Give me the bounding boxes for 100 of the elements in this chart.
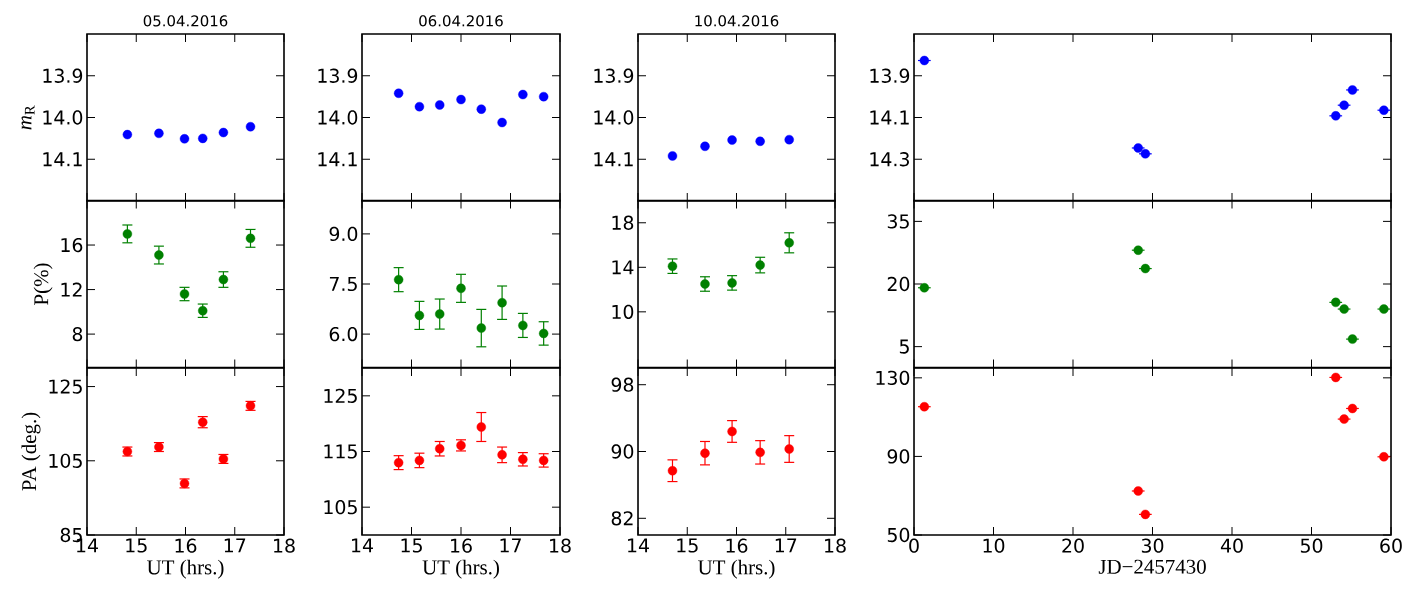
y-tick-label: 14.1: [870, 110, 909, 125]
point: [667, 466, 678, 476]
y-tick-label: 105: [49, 453, 82, 468]
x-tick-label: 17: [500, 538, 521, 553]
point: [727, 135, 737, 145]
point: [198, 133, 208, 144]
y-tick-label: 90: [611, 444, 634, 459]
x-axis-title: UT (hrs.): [422, 559, 499, 579]
y-tick-label: 14.1: [43, 152, 82, 167]
point: [218, 127, 229, 138]
x-tick-label: 14: [352, 538, 373, 553]
point: [1379, 105, 1389, 115]
point: [456, 283, 466, 294]
point: [435, 100, 445, 110]
y-tick-label: 14.0: [43, 110, 83, 125]
point: [755, 260, 765, 270]
y-tick-label: 5: [899, 339, 909, 354]
chart-title: 10.04.2016: [695, 15, 779, 27]
y-tick-label: 13.9: [43, 68, 83, 83]
y-tick-label: 125: [324, 388, 357, 403]
point: [1347, 334, 1358, 344]
point: [667, 261, 678, 271]
point: [122, 129, 133, 140]
point: [1339, 414, 1349, 424]
y-tick-label: 12: [61, 282, 82, 297]
point: [1331, 297, 1341, 308]
point: [755, 136, 765, 146]
point: [667, 151, 678, 161]
x-tick-label: 18: [825, 538, 846, 553]
point: [1339, 304, 1349, 314]
y-tick-label: 7.5: [329, 276, 357, 292]
x-tick-label: 0: [909, 538, 919, 553]
point: [919, 55, 930, 66]
y-tick-label: 18: [612, 215, 634, 230]
y-tick-label: 90: [887, 449, 910, 464]
x-tick-label: 15: [677, 538, 698, 553]
x-tick-label: 16: [726, 538, 748, 553]
x-tick-label: 14: [628, 538, 649, 553]
x-tick-label: 40: [1220, 538, 1243, 553]
point: [1140, 509, 1151, 520]
x-tick-label: 16: [451, 538, 472, 553]
point: [919, 402, 930, 412]
y-tick-label: 13.9: [594, 68, 634, 83]
point: [456, 94, 466, 105]
y-tick-label: 50: [887, 527, 910, 543]
point: [518, 320, 528, 331]
point: [245, 233, 256, 244]
point: [179, 134, 190, 144]
x-tick-label: 50: [1300, 538, 1323, 553]
point: [414, 310, 425, 321]
point: [414, 101, 425, 112]
point: [1347, 403, 1358, 414]
point: [1331, 111, 1341, 121]
y-tick-label: 16: [61, 237, 83, 253]
x-tick-label: 18: [274, 538, 295, 553]
y-tick-label: 14: [612, 260, 634, 275]
point: [476, 422, 486, 432]
point: [784, 134, 794, 145]
y-tick-label: 13.9: [870, 68, 910, 83]
y-tick-label: 35: [887, 214, 909, 229]
y-tick-label: 9.0: [329, 226, 358, 242]
point: [1347, 85, 1358, 95]
point: [497, 450, 507, 460]
y-tick-label: 14.3: [870, 152, 909, 167]
x-tick-label: 18: [550, 538, 571, 553]
point: [1379, 304, 1389, 314]
point: [755, 447, 765, 458]
y-tick-label: 14.0: [594, 110, 634, 125]
y-tick-label: 130: [876, 370, 910, 385]
point: [1331, 372, 1341, 383]
y-tick-label: 13.9: [318, 68, 358, 83]
point: [1379, 452, 1389, 462]
point: [1133, 486, 1143, 496]
point: [122, 229, 133, 239]
point: [435, 444, 445, 454]
x-tick-label: 17: [224, 538, 246, 553]
point: [538, 91, 549, 102]
point: [700, 141, 710, 152]
x-tick-label: 16: [175, 538, 197, 553]
point: [245, 121, 256, 132]
y-tick-label: 125: [49, 379, 82, 394]
point: [784, 444, 794, 454]
point: [154, 250, 164, 260]
x-tick-label: 20: [1062, 538, 1084, 553]
point: [919, 283, 930, 293]
x-axis-title: JD−2457430: [1098, 559, 1206, 574]
x-tick-label: 15: [126, 538, 147, 553]
y-tick-label: 10: [612, 304, 634, 319]
y-axis-title: PA (deg.): [21, 412, 41, 491]
y-axis-title: P(%): [33, 263, 53, 305]
point: [727, 426, 737, 437]
y-tick-label: 6.0: [329, 326, 358, 342]
x-axis-title: UT (hrs.): [698, 559, 775, 579]
point: [497, 117, 507, 128]
point: [497, 298, 507, 308]
y-tick-label: 14.0: [318, 110, 358, 125]
y-tick-label: 14.1: [594, 152, 633, 167]
point: [393, 88, 404, 98]
y-axis-title: m$_{R}$: [21, 105, 35, 130]
chart-title: 06.04.2016: [419, 15, 503, 27]
